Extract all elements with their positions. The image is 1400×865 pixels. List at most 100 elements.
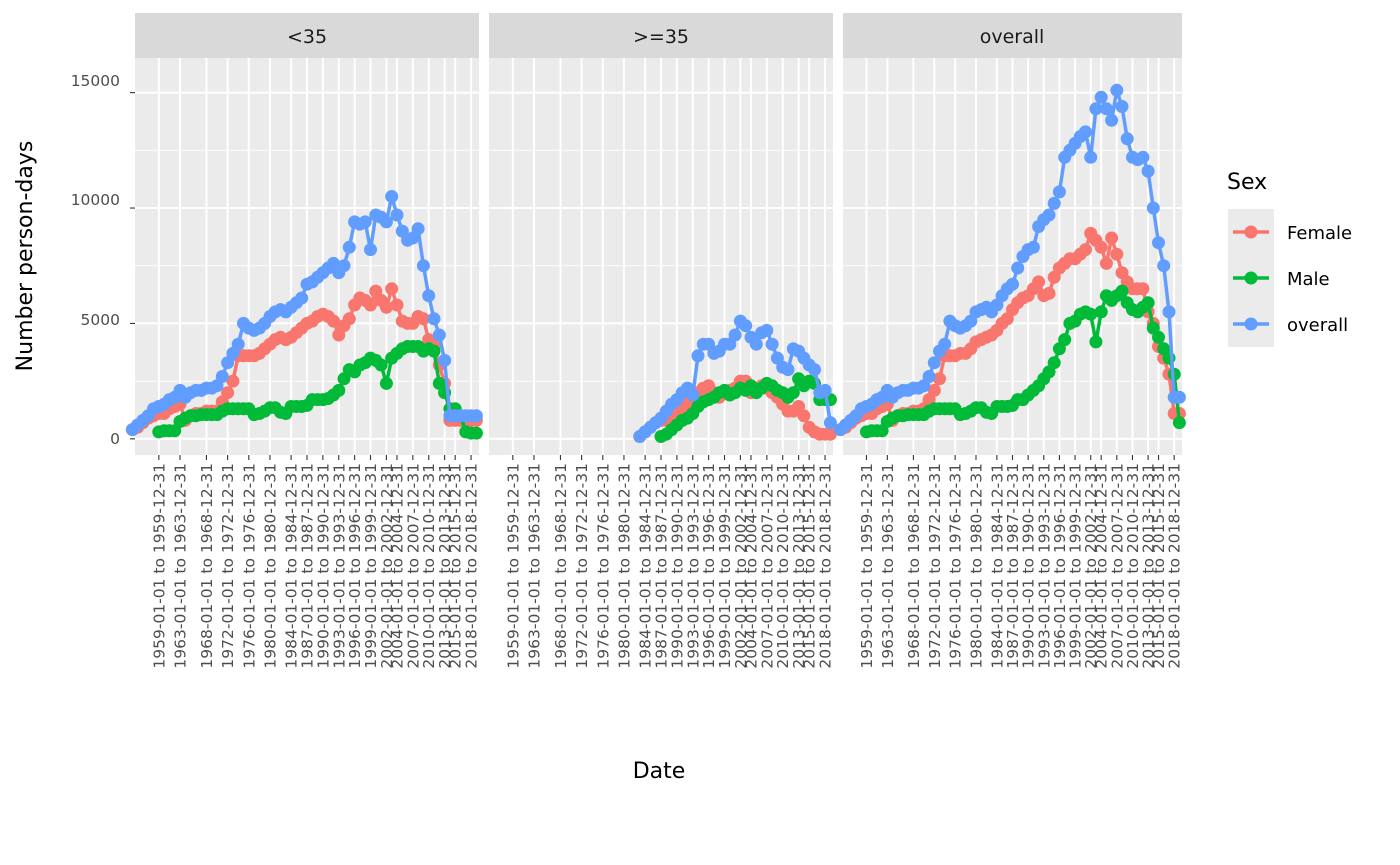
data-point-overall xyxy=(215,370,229,383)
data-point-female xyxy=(379,300,393,314)
x-tick-label: 2015-01-01 to 2015-12-31 xyxy=(447,463,465,669)
x-tick-label: 1968-01-01 to 1968-12-31 xyxy=(198,463,216,669)
data-point-overall xyxy=(385,190,399,203)
data-point-female xyxy=(1032,275,1046,289)
data-point-overall xyxy=(422,289,436,303)
data-point-male xyxy=(1058,333,1072,347)
data-point-overall xyxy=(1172,390,1186,404)
x-tick-label: 1963-01-01 to 1963-12-31 xyxy=(171,463,189,669)
x-tick-label: 2010-01-01 to 2010-12-31 xyxy=(774,463,792,669)
x-tick-label: 1990-01-01 to 1990-12-31 xyxy=(668,463,686,669)
x-tick-label: 2018-01-01 to 2018-12-31 xyxy=(463,463,481,669)
data-point-overall xyxy=(927,356,941,370)
x-tick-label: 1993-01-01 to 1993-12-31 xyxy=(330,463,348,669)
x-tick-label: 1959-01-01 to 1959-12-31 xyxy=(858,463,876,669)
data-point-overall xyxy=(379,215,393,229)
x-axis: 1959-01-01 to 1959-12-31 1963-01-01 to 19… xyxy=(150,455,1184,669)
data-point-female xyxy=(327,314,340,328)
y-tick-label-0: 0 xyxy=(110,430,120,448)
data-point-male xyxy=(1172,416,1186,430)
data-point-overall xyxy=(1152,236,1165,250)
data-point-overall xyxy=(922,370,936,383)
data-point-female xyxy=(1094,240,1108,254)
data-point-male xyxy=(469,426,483,440)
x-tick-label: 1972-01-01 to 1972-12-31 xyxy=(573,463,591,669)
data-point-overall xyxy=(1157,259,1171,273)
data-point-overall xyxy=(1084,150,1098,164)
x-tick-label: 2002-01-01 to 2002-12-31 xyxy=(378,463,396,669)
x-tick-label: 1987-01-01 to 1987-12-31 xyxy=(1004,463,1022,669)
x-tick-label: 1959-01-01 to 1959-12-31 xyxy=(150,463,168,669)
data-point-overall xyxy=(938,337,952,351)
facet-strip-label-1: <35 xyxy=(287,26,327,48)
x-tick-label: 1972-01-01 to 1972-12-31 xyxy=(926,463,944,669)
x-tick-label: 1999-01-01 to 1999-12-31 xyxy=(362,463,380,669)
data-point-overall xyxy=(1110,83,1124,97)
data-point-overall xyxy=(1136,150,1150,164)
x-tick-label: 1990-01-01 to 1990-12-31 xyxy=(1020,463,1038,669)
data-point-overall xyxy=(1006,277,1019,291)
data-point-male xyxy=(332,383,346,397)
x-tick-label: 1963-01-01 to 1963-12-31 xyxy=(879,463,897,669)
x-tick-label: 1987-01-01 to 1987-12-31 xyxy=(653,463,671,669)
x-tick-label: 2015-01-01 to 2015-12-31 xyxy=(1150,463,1168,669)
facet-strip-1 xyxy=(135,13,479,58)
series-layer-1 xyxy=(125,190,483,440)
x-tick-label: 1999-01-01 to 1999-12-31 xyxy=(1067,463,1085,669)
x-tick-label: 2010-01-01 to 2010-12-31 xyxy=(1124,463,1142,669)
y-tick-label-1: 5000 xyxy=(81,311,120,329)
data-point-overall xyxy=(416,259,430,273)
data-point-male xyxy=(379,376,393,390)
x-tick-label: 1987-01-01 to 1987-12-31 xyxy=(299,463,317,669)
x-tick-label: 2002-01-01 to 2002-12-31 xyxy=(1082,463,1100,669)
x-tick-label: 2010-01-01 to 2010-12-31 xyxy=(420,463,438,669)
x-tick-label: 2007-01-01 to 2007-12-31 xyxy=(1108,463,1126,669)
data-point-female xyxy=(364,298,377,312)
data-point-overall xyxy=(411,222,425,236)
data-point-male xyxy=(1089,335,1103,349)
x-tick-label: 1980-01-01 to 1980-12-31 xyxy=(615,463,633,669)
data-point-male xyxy=(1115,284,1129,298)
y-tick-marks xyxy=(130,92,135,440)
y-axis: 0 5000 10000 15000 xyxy=(71,72,135,448)
legend-label-male: Male xyxy=(1287,269,1330,290)
data-point-male xyxy=(1094,305,1108,319)
x-tick-label: 1976-01-01 to 1976-12-31 xyxy=(594,463,612,669)
x-tick-label: 1984-01-01 to 1984-12-31 xyxy=(283,463,301,669)
data-point-overall xyxy=(1115,100,1129,113)
legend-marker-female xyxy=(1244,225,1258,239)
data-point-overall xyxy=(295,291,309,305)
data-point-overall xyxy=(1047,196,1061,210)
x-tick-label: 1999-01-01 to 1999-12-31 xyxy=(716,463,734,669)
legend-label-female: Female xyxy=(1287,223,1352,244)
x-tick-label: 1996-01-01 to 1996-12-31 xyxy=(1051,463,1069,669)
facet-strip-label-3: overall xyxy=(980,26,1045,48)
x-axis-title: Date xyxy=(633,759,686,784)
data-point-female xyxy=(416,312,430,326)
x-tick-label: 1996-01-01 to 1996-12-31 xyxy=(346,463,364,669)
data-point-overall xyxy=(1011,261,1025,275)
x-tick-label: 1980-01-01 to 1980-12-31 xyxy=(967,463,985,669)
x-tick-label: 1972-01-01 to 1972-12-31 xyxy=(219,463,237,669)
data-point-male xyxy=(427,344,441,358)
data-point-overall xyxy=(1120,132,1134,146)
data-point-overall xyxy=(231,337,245,351)
data-point-overall xyxy=(765,337,779,351)
y-tick-label-3: 15000 xyxy=(71,72,120,90)
x-tick-label: 1984-01-01 to 1984-12-31 xyxy=(988,463,1006,669)
data-point-overall xyxy=(1162,305,1176,319)
data-point-overall xyxy=(469,409,483,423)
data-point-female xyxy=(1136,282,1150,296)
data-point-female xyxy=(1079,243,1092,257)
data-point-female xyxy=(342,312,356,326)
x-tick-label: 2007-01-01 to 2007-12-31 xyxy=(404,463,422,669)
facet-strip-label-2: >=35 xyxy=(633,26,689,48)
x-tick-label: 1990-01-01 to 1990-12-31 xyxy=(314,463,332,669)
facet-strip-2 xyxy=(489,13,833,58)
data-point-overall xyxy=(337,259,351,273)
data-point-female xyxy=(385,282,399,296)
data-point-overall xyxy=(760,323,774,337)
data-point-overall xyxy=(427,312,441,326)
x-tick-label: 2013-01-01 to 2013-12-31 xyxy=(790,463,808,669)
data-point-overall xyxy=(364,243,377,257)
